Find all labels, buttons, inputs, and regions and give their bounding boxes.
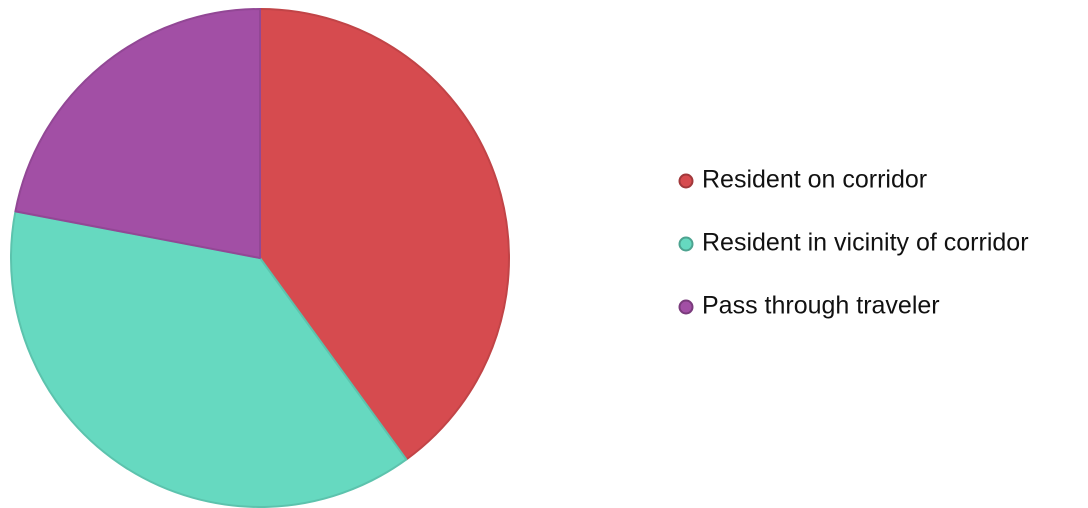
legend-marker [678,299,694,315]
legend-label: Resident in vicinity of corridor [702,229,1029,257]
pie-slice [10,210,408,508]
pie-slice [259,8,510,461]
legend-marker [678,236,694,252]
pie-slice [14,8,261,259]
legend-label: Pass through traveler [702,292,940,320]
legend-marker [678,173,694,189]
legend-label: Resident on corridor [702,166,927,194]
